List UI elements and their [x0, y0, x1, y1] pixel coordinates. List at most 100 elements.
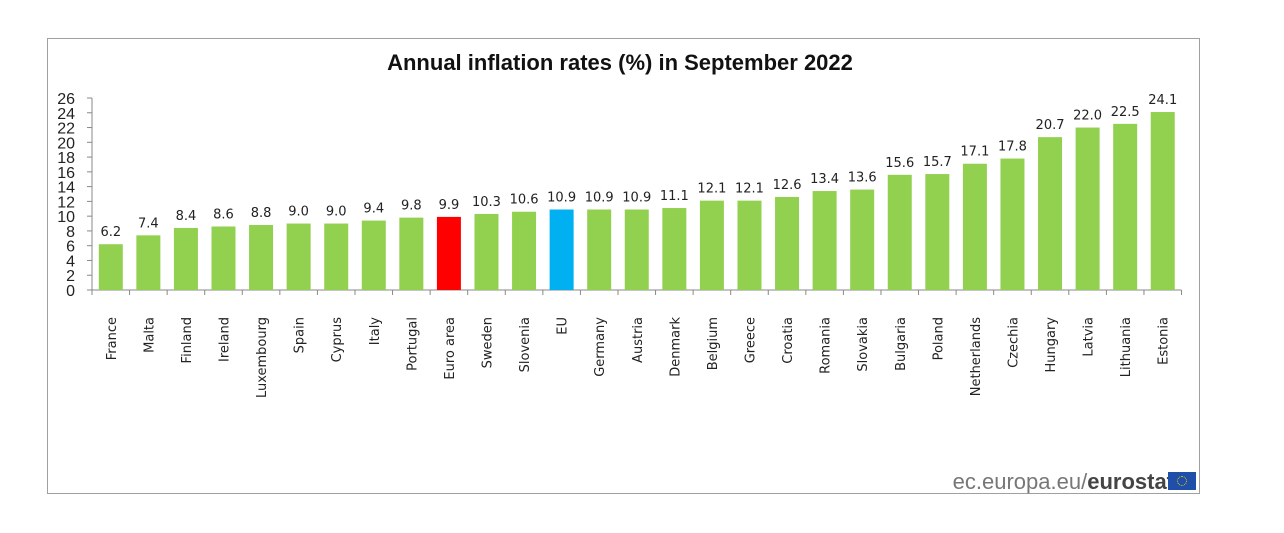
bar-ireland	[211, 226, 236, 290]
value-label: 10.9	[622, 191, 651, 206]
value-label: 15.6	[885, 156, 914, 171]
category-label: Germany	[593, 317, 608, 377]
value-label: 7.4	[138, 216, 159, 231]
y-tick-label: 8	[66, 224, 75, 241]
bar-cyprus	[324, 223, 349, 290]
category-label: Finland	[180, 317, 195, 363]
category-label: Hungary	[1044, 317, 1059, 373]
value-label: 22.0	[1073, 109, 1102, 124]
value-label: 17.8	[998, 140, 1027, 155]
y-tick-label: 18	[57, 150, 75, 167]
bar-portugal	[399, 217, 424, 290]
y-tick-label: 4	[66, 253, 75, 270]
value-label: 15.7	[923, 155, 952, 170]
category-label: Greece	[743, 317, 758, 363]
y-tick-label: 26	[57, 91, 75, 108]
category-label: EU	[556, 317, 571, 335]
chart-title: Annual inflation rates (%) in September …	[387, 50, 853, 75]
value-label: 9.0	[288, 205, 309, 220]
value-label: 9.9	[439, 198, 460, 213]
category-label: Netherlands	[969, 317, 984, 396]
category-label: Estonia	[1157, 317, 1172, 365]
category-label: Sweden	[480, 317, 495, 368]
value-label: 10.3	[472, 195, 501, 210]
category-label: Denmark	[668, 317, 683, 377]
value-label: 10.9	[547, 191, 576, 206]
bar-lithuania	[1113, 123, 1138, 290]
category-label: Slovakia	[856, 317, 871, 372]
category-label: Slovenia	[518, 317, 533, 372]
value-label: 10.6	[510, 193, 539, 208]
category-label: Poland	[931, 317, 946, 360]
category-label: Malta	[142, 317, 157, 353]
y-tick-label: 24	[57, 106, 75, 123]
eu-flag-icon	[1168, 472, 1196, 490]
bar-germany	[587, 209, 612, 290]
category-label: Cyprus	[330, 317, 345, 363]
y-tick-label: 10	[57, 209, 75, 226]
bar-finland	[173, 227, 198, 290]
bar-eu	[549, 209, 574, 290]
category-label: Croatia	[781, 317, 796, 364]
category-label: Lithuania	[1119, 317, 1134, 377]
value-label: 12.1	[697, 182, 726, 197]
bar-poland	[925, 174, 950, 290]
category-label: Romania	[819, 317, 834, 374]
source-link[interactable]: ec.europa.eu/eurostat	[953, 469, 1174, 495]
category-label: Latvia	[1082, 317, 1097, 357]
y-tick-label: 12	[57, 194, 75, 211]
value-label: 8.4	[176, 209, 197, 224]
bar-france	[98, 244, 123, 290]
bar-hungary	[1038, 137, 1063, 290]
value-label: 17.1	[960, 145, 989, 160]
bar-euro-area	[436, 216, 461, 290]
value-label: 9.0	[326, 205, 347, 220]
value-label: 20.7	[1036, 118, 1065, 133]
bar-spain	[286, 223, 311, 290]
bar-sweden	[474, 213, 499, 290]
value-label: 8.8	[251, 206, 272, 221]
bar-czechia	[1000, 158, 1025, 290]
category-label: Bulgaria	[894, 317, 909, 371]
value-label: 24.1	[1148, 93, 1177, 108]
source-brand: eurostat	[1087, 469, 1174, 494]
value-label: 11.1	[660, 189, 689, 204]
bar-latvia	[1075, 127, 1100, 291]
value-label: 9.4	[363, 202, 384, 217]
value-label: 12.6	[773, 178, 802, 193]
category-label: Spain	[293, 317, 308, 353]
category-label: Ireland	[217, 317, 232, 362]
bar-slovenia	[512, 211, 537, 290]
value-label: 22.5	[1111, 105, 1140, 120]
y-tick-label: 22	[57, 121, 75, 138]
value-label: 9.8	[401, 199, 422, 214]
y-tick-label: 2	[66, 268, 75, 285]
category-label: Austria	[631, 317, 646, 363]
y-tick-label: 16	[57, 165, 75, 182]
bar-croatia	[775, 196, 800, 290]
y-tick-label: 20	[57, 135, 75, 152]
bar-malta	[136, 235, 161, 290]
bar-netherlands	[962, 163, 987, 290]
bar-luxembourg	[249, 225, 274, 290]
category-label: Belgium	[706, 317, 721, 370]
value-label: 12.1	[735, 182, 764, 197]
category-label: France	[105, 317, 120, 360]
y-tick-label: 6	[66, 239, 75, 256]
category-label: Luxembourg	[255, 317, 270, 398]
bar-austria	[624, 209, 649, 290]
bar-italy	[361, 220, 386, 290]
category-label: Czechia	[1006, 317, 1021, 368]
category-label: Euro area	[443, 317, 458, 380]
bar-belgium	[699, 200, 724, 290]
value-label: 13.4	[810, 172, 839, 187]
value-label: 8.6	[213, 207, 234, 222]
category-label: Portugal	[405, 317, 420, 371]
source-prefix: ec.europa.eu/	[952, 469, 1088, 494]
bar-bulgaria	[887, 174, 912, 290]
bar-greece	[737, 200, 762, 290]
bar-denmark	[662, 208, 687, 290]
chart-frame	[47, 38, 1200, 494]
value-label: 13.6	[848, 171, 877, 186]
